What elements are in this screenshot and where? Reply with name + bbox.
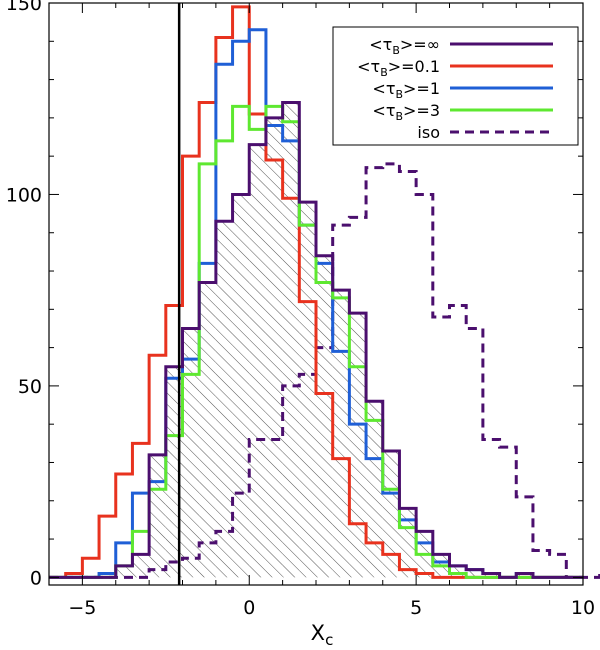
y-tick-label: 100 [6,184,42,206]
hatch-bin [316,255,333,578]
hatch-bin [215,221,233,578]
hatch-bin [382,450,400,578]
hatch-bin [199,282,216,578]
x-axis-title: Xc [311,621,334,649]
hatch-bin [115,565,133,578]
legend-label-4: iso [417,123,440,142]
legend-label-1: <τB>=0.1 [357,57,440,79]
x-tick-label: 10 [571,597,595,619]
hatch-bin [299,202,316,578]
y-tick-label: 150 [6,0,42,15]
hatch-bin [349,313,367,578]
hatch-bin [232,194,250,578]
hatch-bin [449,565,467,578]
hatch-bin [282,102,300,578]
hatch-bin [399,508,417,578]
hatch-bin [249,144,266,578]
hatch-bin [332,290,350,578]
x-tick-label: 5 [410,597,422,619]
hatch-bin [182,328,200,578]
legend-label-0: <τB>=∞ [369,35,440,57]
hatch-bin [516,573,533,578]
x-tick-label: 0 [243,597,255,619]
hatch-bin [366,401,383,578]
series-line-1 [49,5,583,579]
series-line-0 [49,101,583,579]
series-line-4 [49,162,600,579]
legend-label-3: <τB>=3 [372,101,440,123]
hatch-bin [149,454,166,578]
x-tick-label: −5 [68,597,96,619]
legend-box [332,26,579,146]
legend-label-2: <τB>=1 [372,79,440,101]
y-tick-label: 50 [18,376,42,398]
hatch-bin [466,569,483,578]
plot-area [49,3,600,585]
y-tick-label: 0 [30,567,42,589]
hatch-bin [132,554,150,578]
hatch-bin [265,117,283,578]
hatch-bin [482,573,500,578]
